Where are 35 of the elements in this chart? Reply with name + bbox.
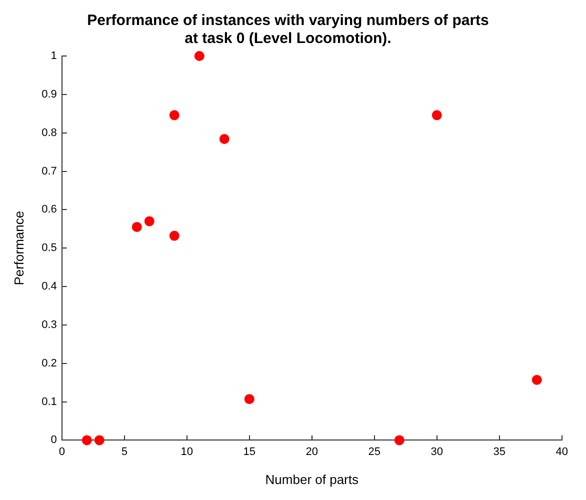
point	[432, 110, 442, 120]
x-tick-label: 40	[556, 446, 568, 458]
x-tick-label: 20	[306, 446, 318, 458]
x-tick-label: 15	[243, 446, 256, 458]
point	[94, 435, 104, 446]
y-tick-label: 0.5	[42, 242, 57, 254]
y-tick-label: 0.6	[42, 204, 57, 216]
point	[394, 435, 404, 446]
x-tick-label: 5	[121, 446, 128, 458]
y-tick-label: 0.2	[42, 357, 57, 370]
y-tick-label: 0.9	[42, 88, 57, 100]
x-tick-label: 25	[368, 446, 381, 458]
point	[194, 51, 204, 61]
y-tick-label: 0.3	[42, 318, 57, 331]
x-tick-label: 30	[430, 446, 444, 458]
point	[144, 216, 154, 226]
point	[244, 394, 254, 404]
y-tick-label: 0.1	[42, 396, 57, 408]
y-axis-title: Performance	[11, 210, 26, 286]
point	[82, 435, 92, 446]
chart-title: Performance of instances with varying numbers of parts at task 0 (Level Locomotion).	[87, 12, 489, 48]
x-tick-label: 35	[493, 446, 506, 458]
x-tick-label: 0	[58, 446, 65, 458]
y-tick-label: 0.4	[42, 280, 57, 293]
point	[169, 230, 180, 241]
point	[169, 110, 180, 120]
point	[219, 134, 230, 144]
point	[132, 222, 142, 232]
y-tick-label: 1	[50, 50, 57, 62]
y-tick-label: 0	[50, 434, 57, 446]
y-tick-label: 0.7	[42, 165, 57, 178]
y-tick-label: 0.8	[42, 126, 57, 139]
x-tick-label: 10	[180, 446, 194, 458]
x-axis-title: Number of parts	[265, 472, 359, 487]
point	[532, 374, 542, 385]
